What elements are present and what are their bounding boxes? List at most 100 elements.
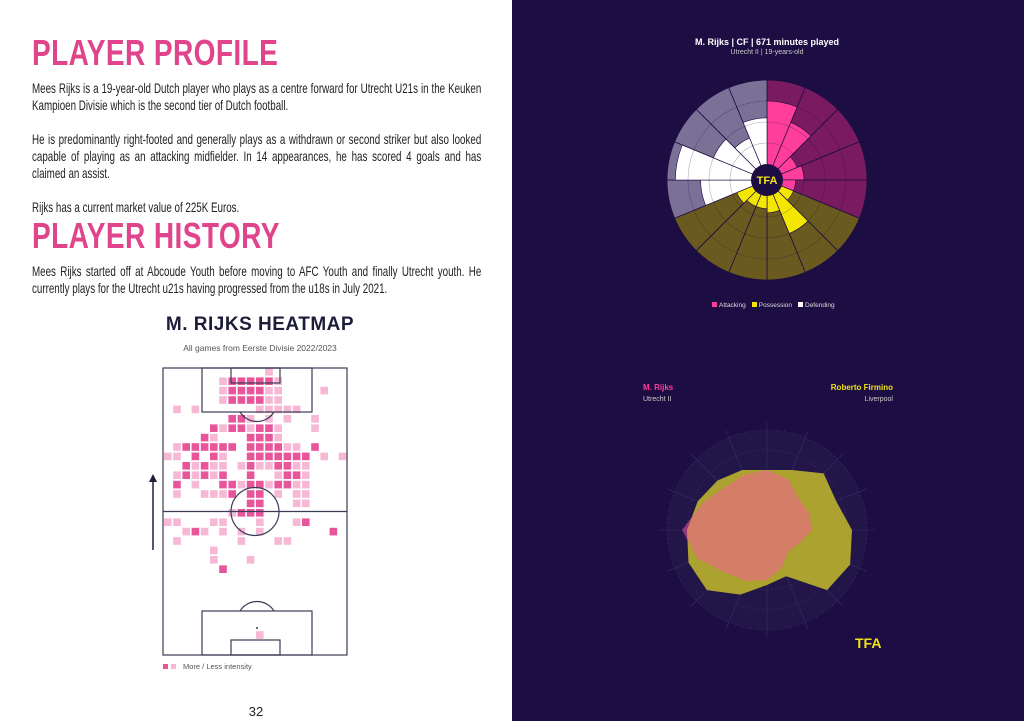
heatmap-cell <box>274 405 282 414</box>
history-paragraph: Mees Rijks started off at Abcoude Youth … <box>32 264 482 296</box>
high-intensity-swatch <box>163 664 168 669</box>
heatmap-cell <box>219 527 227 536</box>
heatmap-cell <box>210 556 218 564</box>
heatmap-cell <box>302 499 310 508</box>
heatmap-legend-label: More / Less intensity <box>183 662 252 671</box>
player-history-heading: PLAYER HISTORY <box>32 215 280 256</box>
heatmap-cell <box>219 518 227 526</box>
heatmap-cell <box>283 480 292 489</box>
heatmap-cell <box>191 527 200 536</box>
heatmap-cell <box>283 462 292 470</box>
heatmap-cell <box>283 443 292 451</box>
heatmap-cell <box>256 386 264 395</box>
heatmap-cell <box>228 509 236 517</box>
heatmap-cell <box>219 490 227 498</box>
heatmap-cell <box>228 480 236 489</box>
heatmap-cell <box>219 462 227 470</box>
heatmap-cell <box>228 396 236 404</box>
heatmap-cell <box>292 462 301 470</box>
heatmap-cell <box>182 462 190 470</box>
heatmap-cell <box>173 471 181 479</box>
heatmap-cell <box>210 452 218 461</box>
heatmap-cell <box>219 443 227 451</box>
profile-text: Mees Rijks is a 19-year-old Dutch player… <box>32 80 481 233</box>
heatmap-cell <box>265 368 273 376</box>
heatmap-cell <box>191 405 200 414</box>
heatmap-cell <box>265 452 273 461</box>
heatmap-cell <box>237 415 246 423</box>
heatmap-cell <box>256 377 264 385</box>
direction-arrow-head <box>149 474 157 482</box>
heatmap-cell <box>219 377 227 385</box>
heatmap-cell <box>283 405 292 414</box>
heatmap-cell <box>191 462 200 470</box>
heatmap-cell <box>210 490 218 498</box>
heatmap-cell <box>283 415 292 423</box>
heatmap-cell <box>219 471 227 479</box>
heatmap-cell <box>256 462 264 470</box>
heatmap-cell <box>228 443 236 451</box>
heatmap-cell <box>329 527 338 536</box>
heatmap-cell <box>274 386 282 395</box>
heatmap-cell <box>302 480 310 489</box>
heatmap-cell <box>246 386 255 395</box>
pizza-center <box>751 164 783 196</box>
heatmap-cell <box>256 396 264 404</box>
heatmap-cell <box>246 396 255 404</box>
legend-attacking: Attacking <box>712 302 746 309</box>
heatmap-cell <box>302 518 310 526</box>
heatmap-cell <box>265 405 273 414</box>
heatmap-cell <box>256 433 264 442</box>
heatmap-cell <box>311 443 319 451</box>
player1-name: M. Rijks <box>643 383 674 392</box>
heatmap-cell <box>274 396 282 404</box>
heatmap-cell <box>173 443 181 451</box>
pizza-grid-ring <box>687 100 847 260</box>
heatmap-cell <box>200 433 209 442</box>
heatmap-cell <box>274 462 282 470</box>
heatmap-cell <box>200 471 209 479</box>
heatmap-cell <box>228 490 236 498</box>
heatmap-cell <box>265 415 273 423</box>
heatmap-cell <box>237 424 246 432</box>
heatmap-cell <box>237 386 246 395</box>
heatmap-cell <box>274 471 282 479</box>
heatmap-cell <box>274 537 282 545</box>
pizza-grid-ring <box>729 142 805 218</box>
heatmap-cell <box>228 386 236 395</box>
heatmap-cell <box>173 480 181 489</box>
penalty-spot <box>256 627 258 629</box>
heatmap-legend: More / Less intensity <box>163 662 252 671</box>
heatmap-cell <box>237 377 246 385</box>
heatmap-title: M. RIJKS HEATMAP <box>165 314 355 335</box>
heatmap-cell <box>200 462 209 470</box>
heatmap-cell <box>302 471 310 479</box>
heatmap-cell <box>219 386 227 395</box>
profile-paragraph: He is predominantly right-footed and gen… <box>32 132 482 181</box>
heatmap-cell <box>219 452 227 461</box>
pizza-bar-defending <box>742 117 768 181</box>
heatmap-cell <box>182 443 190 451</box>
pizza-logo: TFA <box>757 175 778 187</box>
heatmap-cell <box>292 499 301 508</box>
heatmap-pitch <box>149 367 348 656</box>
pizza-subtitle: Utrecht II | 19-years-old <box>730 49 804 56</box>
heatmap-cell <box>182 471 190 479</box>
heatmap-cell <box>246 424 255 432</box>
heatmap-cell <box>246 480 255 489</box>
heatmap-cell <box>265 386 273 395</box>
heatmap-cell <box>246 433 255 442</box>
heatmap-cell <box>256 499 264 508</box>
heatmap-cell <box>246 509 255 517</box>
heatmap-cell <box>210 546 218 555</box>
heatmap-cell <box>256 443 264 451</box>
heatmap-cell <box>237 537 246 545</box>
heatmap-cell <box>338 452 347 461</box>
pizza-title: M. Rijks | CF | 671 minutes played <box>694 37 840 47</box>
history-text: Mees Rijks started off at Abcoude Youth … <box>32 263 481 314</box>
heatmap-cell <box>219 480 227 489</box>
heatmap-cell <box>292 471 301 479</box>
heatmap-cell <box>164 452 172 461</box>
bottom-goal-box <box>230 639 281 656</box>
heatmap-cell <box>256 452 264 461</box>
